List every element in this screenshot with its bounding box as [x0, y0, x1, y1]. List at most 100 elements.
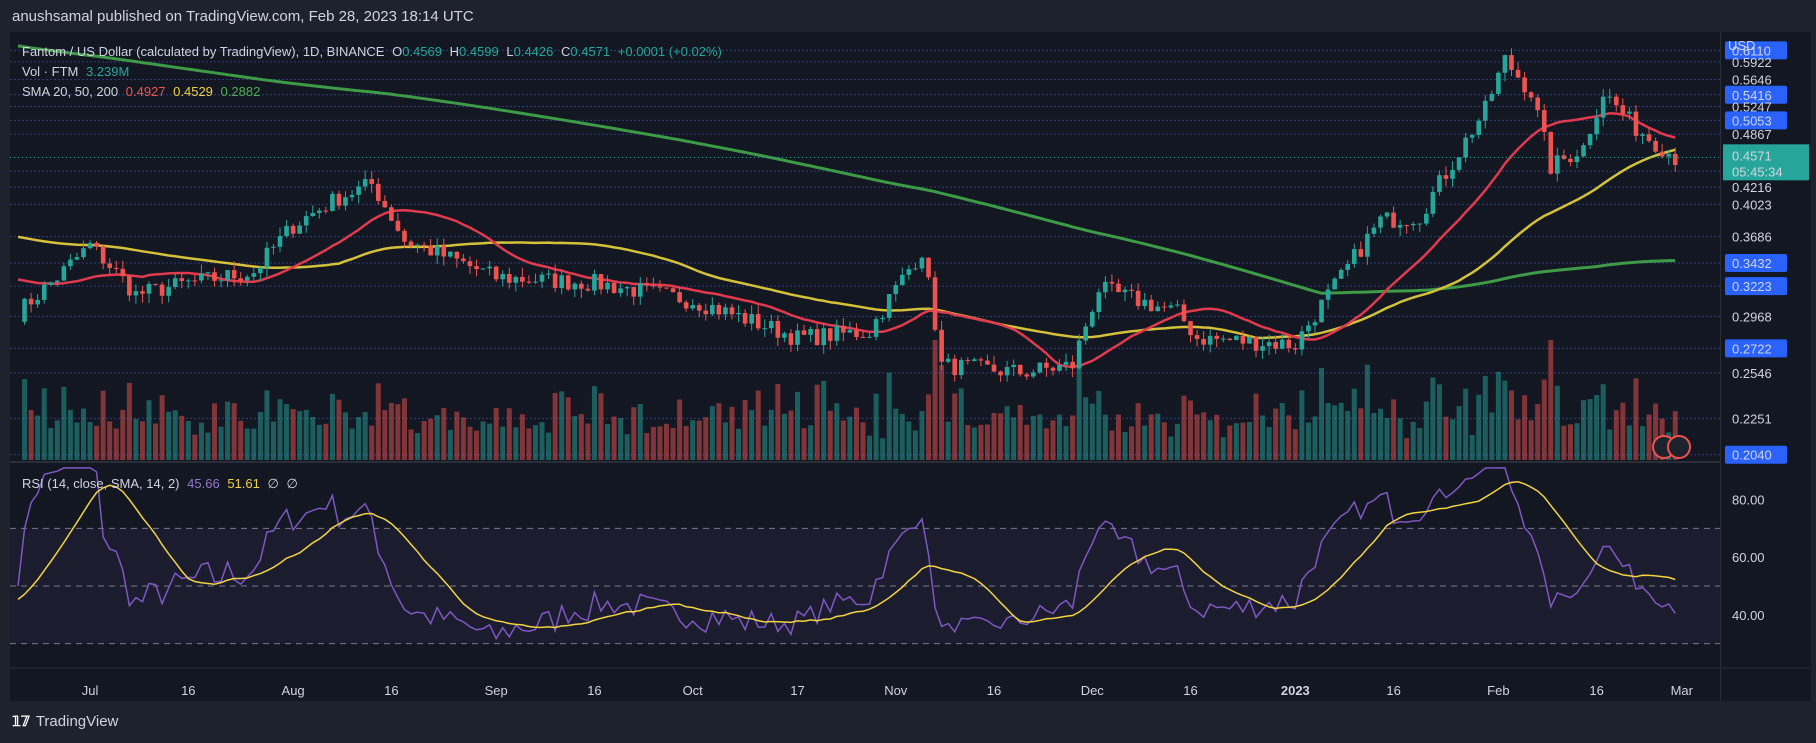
price-tick-label: 0.3432	[1732, 256, 1772, 271]
volume-bar	[677, 399, 683, 460]
volume-bar	[559, 391, 565, 460]
candle-body	[775, 321, 781, 338]
volume-bar	[1391, 399, 1397, 460]
candle-body	[336, 193, 342, 206]
volume-bar	[1030, 415, 1036, 460]
candle-body	[493, 266, 499, 280]
volume-bar	[1201, 412, 1207, 460]
volume-bar	[1063, 426, 1069, 460]
volume-bar	[605, 424, 611, 460]
candle-body	[375, 183, 381, 201]
volume-bar	[284, 404, 290, 460]
volume-bar	[1561, 425, 1567, 460]
volume-bar	[474, 430, 480, 460]
candle-body	[1548, 131, 1554, 174]
volume-bar	[1214, 414, 1220, 460]
volume-bar	[395, 404, 401, 460]
candle-body	[113, 267, 119, 269]
volume-bar	[736, 428, 742, 460]
candle-body	[1574, 156, 1580, 163]
volume-bar	[775, 383, 781, 460]
candle-body	[1594, 117, 1599, 135]
volume-bar	[880, 438, 886, 460]
sma20-line	[17, 112, 1676, 369]
sma20-value: 0.4927	[125, 84, 166, 99]
candle-body	[480, 268, 486, 270]
volume-bar	[794, 391, 800, 460]
volume-bar	[893, 408, 899, 460]
candle-body	[1627, 111, 1632, 114]
volume-bar	[1129, 426, 1135, 460]
time-tick-label: Nov	[884, 683, 908, 698]
volume-bar	[801, 428, 807, 460]
volume-bar	[244, 428, 250, 460]
volume-bar	[362, 412, 368, 460]
volume-bar	[159, 395, 165, 460]
candle-body	[1365, 233, 1370, 257]
volume-bar	[1155, 413, 1161, 460]
candle-body	[893, 285, 899, 295]
candle-body	[1600, 96, 1606, 118]
candle-body	[277, 236, 283, 247]
volume-bar	[1581, 400, 1587, 460]
volume-bar	[1240, 422, 1246, 460]
candle-body	[703, 310, 709, 315]
volume-bar	[218, 426, 224, 460]
tradingview-logo-icon: 𝟙𝟟	[12, 713, 30, 729]
volume-bar	[886, 372, 892, 460]
volume-bar	[1037, 414, 1043, 460]
volume-bar	[277, 399, 283, 460]
candle-body	[526, 281, 532, 283]
volume-bar	[631, 407, 637, 460]
volume-bar	[984, 424, 990, 460]
candle-body	[749, 314, 754, 324]
volume-bar	[441, 408, 447, 460]
candle-body	[356, 186, 361, 195]
candle-body	[972, 359, 977, 362]
volume-bar	[670, 427, 676, 460]
volume-bar	[1096, 390, 1102, 460]
candle-body	[1070, 361, 1075, 369]
candle-body	[1175, 304, 1180, 306]
time-tick-label: Sep	[485, 683, 508, 698]
candle-body	[244, 276, 250, 281]
volume-bar	[1482, 375, 1488, 460]
candle-body	[1220, 338, 1226, 340]
volume-bar	[840, 420, 846, 460]
candle-body	[421, 244, 427, 246]
candle-body	[1273, 342, 1278, 349]
candle-body	[860, 336, 866, 338]
candle-body	[271, 246, 276, 248]
event-flag-icon	[1667, 435, 1691, 459]
volume-bar	[316, 424, 322, 460]
candle-body	[48, 282, 54, 285]
volume-bar	[48, 428, 54, 460]
price-axis[interactable]	[1720, 32, 1811, 701]
volume-bar	[618, 418, 624, 460]
candle-body	[1148, 299, 1154, 312]
candle-body	[1482, 100, 1488, 121]
candle-body	[1659, 151, 1665, 157]
price-tick-highlight	[1725, 277, 1787, 296]
volume-bar	[1626, 425, 1632, 460]
volume-bar	[611, 416, 617, 460]
rsi-sma-value: 51.61	[227, 476, 260, 491]
volume-legend: Vol · FTM 3.239M	[22, 64, 130, 79]
volume-bar	[120, 409, 126, 460]
candle-body	[991, 364, 997, 372]
price-tick-highlight	[1725, 111, 1787, 130]
open-value: 0.4569	[402, 44, 442, 59]
candle-body	[28, 298, 34, 305]
volume-bar	[28, 409, 34, 460]
volume-bar	[709, 406, 715, 460]
price-tick-label: 0.5646	[1732, 72, 1772, 87]
candle-body	[1122, 289, 1128, 293]
candle-body	[795, 330, 800, 345]
candle-body	[225, 270, 230, 281]
candle-body	[1260, 346, 1265, 351]
candle-body	[179, 278, 185, 282]
candle-body	[520, 276, 525, 282]
candle-body	[565, 275, 571, 290]
volume-bar	[834, 403, 840, 460]
